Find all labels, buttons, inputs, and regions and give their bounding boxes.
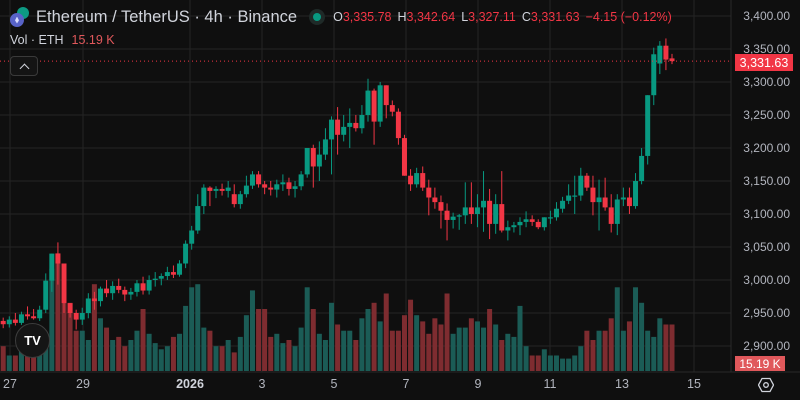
symbol-title[interactable]: Ethereum / TetherUS · 4h · Binance [36, 7, 298, 26]
close-value: 3,331.63 [530, 10, 580, 24]
open-label: O [333, 10, 343, 24]
time-tick: 29 [76, 377, 90, 391]
chart-settings-button[interactable] [757, 376, 775, 394]
time-tick: 5 [330, 377, 338, 391]
time-tick: 9 [474, 377, 482, 391]
volume-legend[interactable]: Vol · ETH 15.19 K [10, 33, 115, 47]
price-tick: 3,000.00 [743, 273, 790, 287]
price-tick: 3,250.00 [743, 108, 790, 122]
close-label: C [521, 10, 531, 24]
price-tick: 3,150.00 [743, 174, 790, 188]
market-open-status-icon[interactable] [309, 9, 326, 25]
chevron-up-icon [19, 63, 29, 73]
time-tick: 2026 [176, 377, 204, 391]
high-value: 3,342.64 [406, 10, 456, 24]
low-value: 3,327.11 [468, 10, 516, 24]
volume-bars [0, 253, 675, 371]
eth-usdt-pair-icon [8, 6, 30, 28]
time-tick: 27 [3, 377, 17, 391]
price-axis[interactable]: 3,400.00 3,350.00 3,300.00 3,250.00 3,200.00… [731, 0, 800, 372]
high-label: H [397, 10, 407, 24]
time-tick: 13 [615, 377, 629, 391]
price-tick: 3,100.00 [743, 207, 790, 221]
open-value: 3,335.78 [342, 10, 392, 24]
ohlc-values: O3,335.78 H3,342.64 L3,327.11 C3,331.63 … [333, 10, 672, 24]
price-tick: 3,350.00 [743, 42, 790, 56]
time-tick: 11 [543, 377, 557, 391]
price-tick: 2,950.00 [743, 306, 790, 320]
volume-value: 15.19 K [71, 33, 115, 47]
price-tick: 3,200.00 [743, 141, 790, 155]
collapse-legend-button[interactable] [10, 56, 38, 76]
tradingview-logo[interactable]: TV [15, 323, 50, 358]
price-tick: 3,400.00 [743, 9, 790, 23]
symbol-legend: Ethereum / TetherUS · 4h · Binance O3,33… [8, 6, 672, 28]
price-tick: 3,300.00 [743, 75, 790, 89]
volume-label: Vol · ETH [10, 33, 64, 47]
last-price-tag: 3,331.63 [735, 54, 793, 71]
volume-tag: 15.19 K [735, 356, 785, 371]
change-value: −4.15 (−0.12%) [585, 10, 672, 24]
time-tick: 7 [402, 377, 410, 391]
low-label: L [461, 10, 469, 24]
time-tick: 3 [258, 377, 266, 391]
settings-hexagon-icon [758, 377, 774, 393]
price-tick: 3,050.00 [743, 240, 790, 254]
time-tick: 15 [687, 377, 701, 391]
time-axis[interactable]: 27 29 2026 3 5 7 9 11 13 15 [0, 372, 731, 400]
candles [0, 38, 675, 330]
price-tick: 2,900.00 [743, 339, 790, 353]
